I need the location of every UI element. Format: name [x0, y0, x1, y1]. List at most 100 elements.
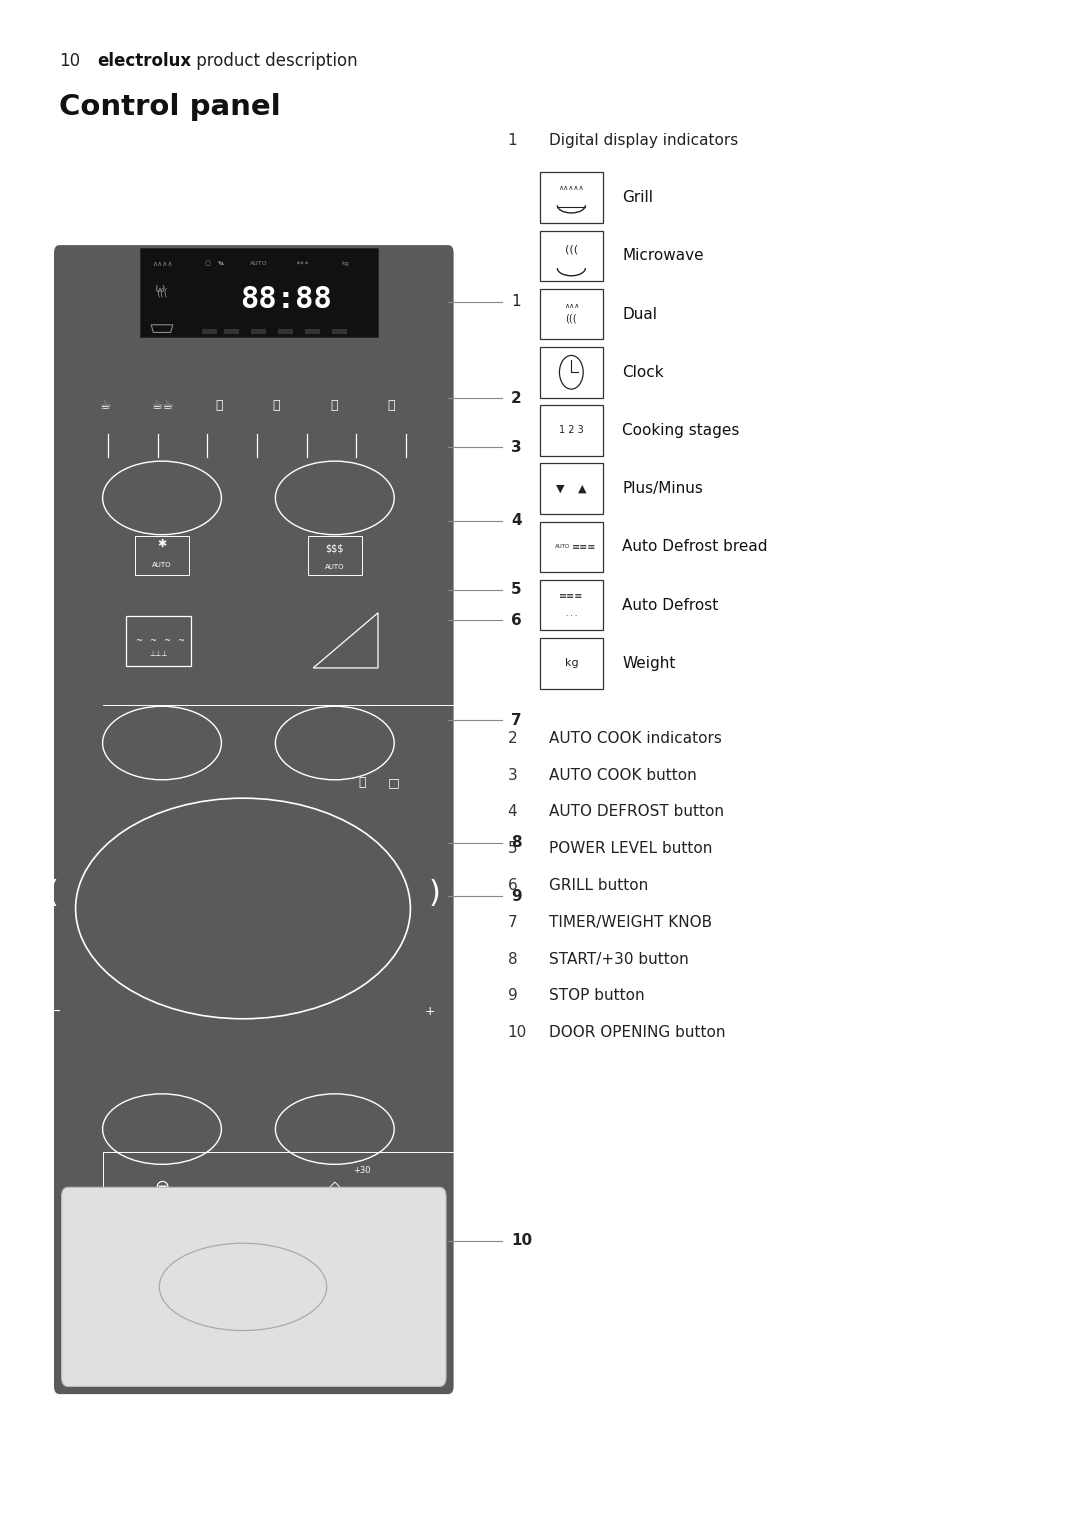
Text: 6: 6 [508, 878, 517, 893]
Text: 88:88: 88:88 [240, 285, 333, 314]
Text: ): ) [429, 879, 440, 907]
Text: 🥘: 🥘 [388, 400, 394, 412]
Text: product description: product description [191, 52, 357, 70]
Text: Auto Defrost: Auto Defrost [622, 597, 718, 613]
Text: ~: ~ [149, 636, 156, 645]
Text: 1 2 3: 1 2 3 [559, 426, 583, 435]
Text: 8: 8 [511, 835, 522, 850]
Text: 9: 9 [511, 889, 522, 904]
Text: AUTO: AUTO [152, 562, 172, 568]
FancyBboxPatch shape [278, 329, 293, 334]
Text: 2: 2 [511, 391, 522, 406]
Text: DOOR OPENING button: DOOR OPENING button [549, 1025, 725, 1040]
Text: Weight: Weight [622, 656, 675, 671]
Text: 3: 3 [511, 440, 522, 455]
Text: 10: 10 [508, 1025, 527, 1040]
FancyBboxPatch shape [540, 637, 603, 689]
Text: GRILL button: GRILL button [549, 878, 648, 893]
FancyBboxPatch shape [140, 248, 378, 337]
FancyBboxPatch shape [202, 329, 217, 334]
Text: ○: ○ [204, 260, 211, 267]
Text: ⏱: ⏱ [359, 777, 365, 789]
FancyBboxPatch shape [332, 329, 347, 334]
Text: ∧∧∧∧∧: ∧∧∧∧∧ [558, 185, 584, 192]
Text: 2: 2 [508, 731, 517, 746]
Text: TIMER/WEIGHT KNOB: TIMER/WEIGHT KNOB [549, 915, 712, 930]
Text: 6: 6 [511, 613, 522, 628]
FancyBboxPatch shape [540, 288, 603, 339]
Text: 5: 5 [508, 841, 517, 856]
Text: ∧∧∧∧: ∧∧∧∧ [152, 260, 172, 267]
Text: ⊥⊥⊥: ⊥⊥⊥ [149, 651, 168, 657]
Text: AUTO: AUTO [325, 564, 345, 570]
Text: (((: ((( [565, 245, 578, 254]
Text: ◇: ◇ [328, 1178, 341, 1196]
Text: Control panel: Control panel [59, 93, 281, 121]
Text: 4: 4 [508, 804, 517, 820]
Text: 5: 5 [511, 582, 522, 597]
Text: 🥘: 🥘 [273, 400, 280, 412]
Text: kg: kg [565, 659, 578, 668]
FancyBboxPatch shape [62, 1187, 446, 1386]
Text: 10: 10 [511, 1233, 532, 1249]
Text: Auto Defrost bread: Auto Defrost bread [622, 539, 768, 555]
Text: electrolux: electrolux [97, 52, 191, 70]
Text: −: − [51, 1005, 62, 1017]
Text: ~: ~ [135, 636, 141, 645]
Text: Dual: Dual [622, 306, 657, 322]
FancyBboxPatch shape [540, 230, 603, 282]
Text: AUTO: AUTO [555, 544, 570, 550]
FancyBboxPatch shape [54, 245, 454, 1394]
Text: ∧∧∧: ∧∧∧ [564, 303, 579, 309]
Text: Plus/Minus: Plus/Minus [622, 481, 703, 496]
Text: 10: 10 [59, 52, 81, 70]
Text: +: + [424, 1005, 435, 1017]
Text: ~: ~ [177, 636, 184, 645]
Text: START/+30 button: START/+30 button [549, 951, 688, 967]
Text: (: ( [46, 879, 57, 907]
Text: kg: kg [341, 260, 350, 267]
Text: ▼: ▼ [556, 484, 565, 493]
Text: 1: 1 [508, 133, 517, 149]
Text: AUTO DEFROST button: AUTO DEFROST button [549, 804, 724, 820]
Text: AUTO COOK indicators: AUTO COOK indicators [549, 731, 721, 746]
Text: AUTO: AUTO [251, 260, 268, 267]
Text: ≡≡≡: ≡≡≡ [559, 591, 583, 601]
Text: Grill: Grill [622, 190, 653, 205]
Text: ω: ω [154, 282, 165, 294]
Text: (((: ((( [566, 314, 577, 323]
Text: 1: 1 [511, 294, 521, 309]
Text: ▲: ▲ [578, 484, 586, 493]
Text: Digital display indicators: Digital display indicators [549, 133, 738, 149]
Text: Clock: Clock [622, 365, 664, 380]
FancyBboxPatch shape [251, 329, 266, 334]
Text: ☕☕: ☕☕ [151, 400, 173, 412]
Text: (((: ((( [157, 286, 167, 297]
Text: ✶✶✶: ✶✶✶ [296, 260, 309, 267]
Text: ≡≡≡: ≡≡≡ [572, 542, 596, 552]
Text: 🐟: 🐟 [330, 400, 337, 412]
Text: —□: —□ [222, 1247, 242, 1256]
Text: 3: 3 [508, 768, 517, 783]
FancyBboxPatch shape [540, 521, 603, 571]
FancyBboxPatch shape [224, 329, 239, 334]
Text: 8: 8 [508, 951, 517, 967]
Text: □: □ [389, 777, 400, 789]
Text: STOP button: STOP button [549, 988, 645, 1003]
Text: AUTO COOK button: AUTO COOK button [549, 768, 697, 783]
FancyBboxPatch shape [540, 579, 603, 631]
FancyBboxPatch shape [540, 463, 603, 513]
Text: 🍖: 🍖 [216, 400, 222, 412]
Text: ▾▴: ▾▴ [218, 260, 225, 267]
Text: $$$: $$$ [325, 544, 345, 553]
Text: 7: 7 [511, 712, 522, 728]
Text: 9: 9 [508, 988, 517, 1003]
FancyBboxPatch shape [540, 404, 603, 457]
Text: +30: +30 [353, 1166, 370, 1175]
Text: ~: ~ [163, 636, 170, 645]
Text: 7: 7 [508, 915, 517, 930]
Text: ⊖: ⊖ [154, 1178, 170, 1196]
Text: Microwave: Microwave [622, 248, 704, 264]
Text: . . .: . . . [566, 611, 577, 617]
FancyBboxPatch shape [540, 346, 603, 397]
